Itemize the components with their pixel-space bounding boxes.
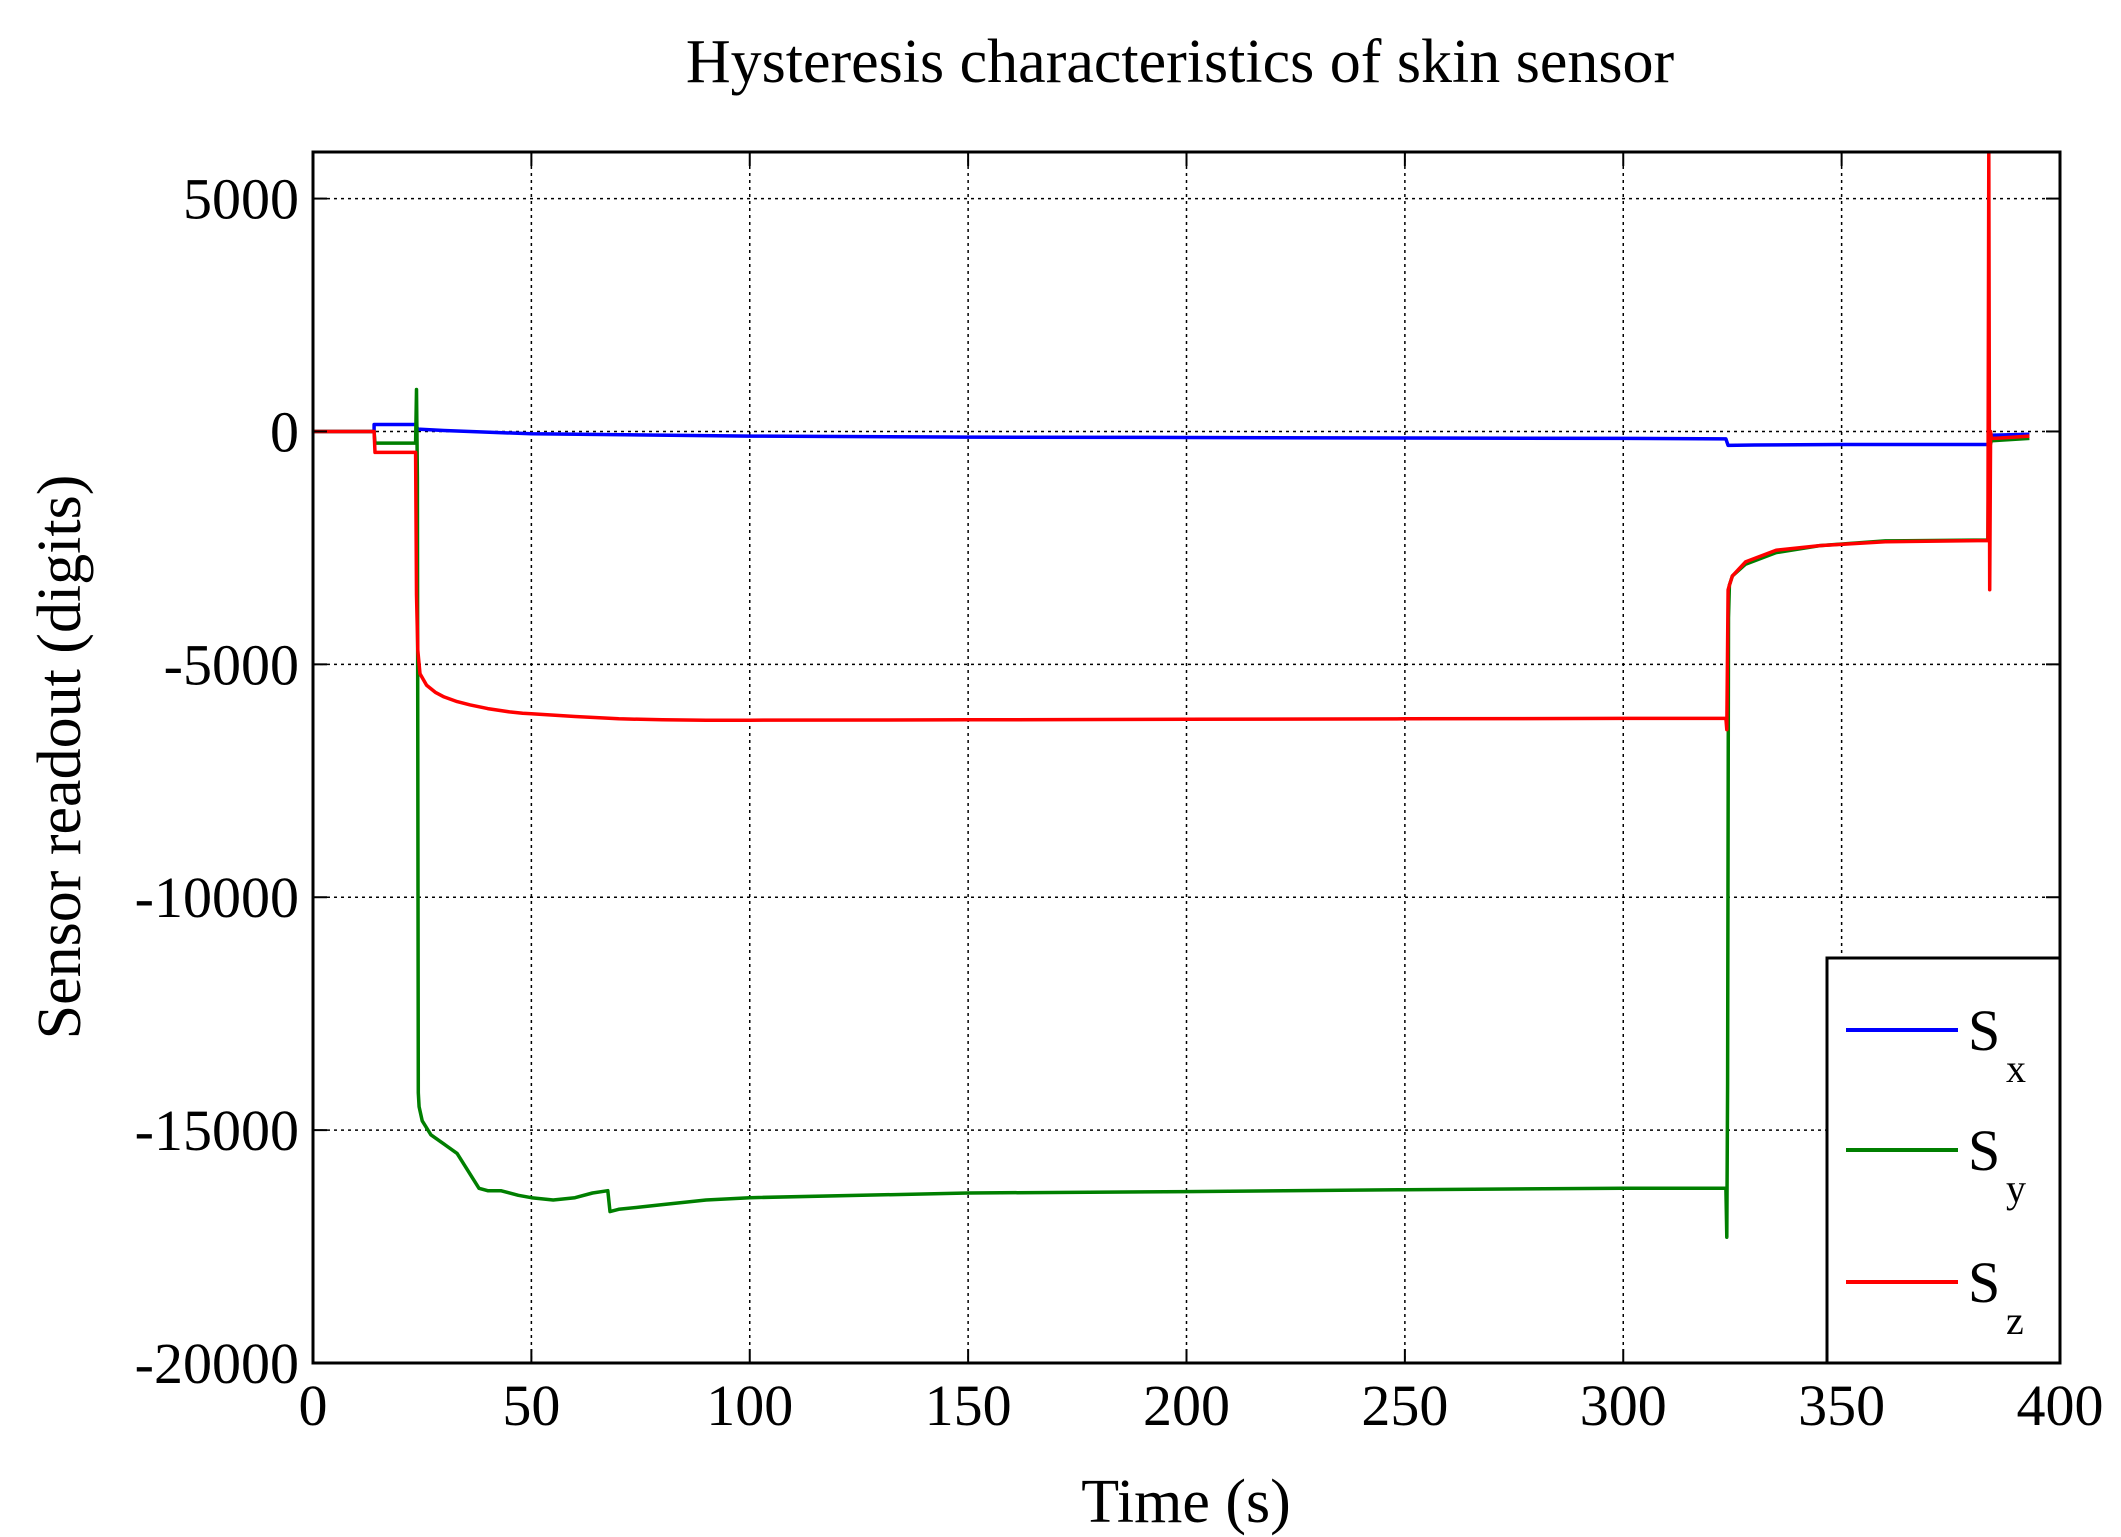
- y-tick-label: -20000: [135, 1331, 299, 1396]
- axis-ticks: 0 50 100 150 200 250 300 350 400 5000 0 -5000 -10000…: [135, 152, 2104, 1438]
- x-tick-label: 400: [2017, 1373, 2104, 1438]
- x-axis-label: Time (s): [1081, 1468, 1291, 1536]
- legend-label-subscript: y: [2006, 1166, 2026, 1211]
- x-tick-label: 250: [1361, 1373, 1448, 1438]
- x-tick-label: 350: [1798, 1373, 1885, 1438]
- x-tick-label: 150: [925, 1373, 1012, 1438]
- y-tick-label: -5000: [164, 632, 299, 697]
- legend-label-subscript: x: [2006, 1046, 2026, 1091]
- x-tick-label: 100: [706, 1373, 793, 1438]
- x-tick-label: 300: [1580, 1373, 1667, 1438]
- legend-label: S: [1968, 1118, 2000, 1183]
- series-line-sy: [313, 387, 2030, 1239]
- y-tick-label: -10000: [135, 865, 299, 930]
- chart-title: Hysteresis characteristics of skin senso…: [686, 28, 1675, 96]
- x-tick-label: 0: [299, 1373, 328, 1438]
- legend-box: [1825, 956, 2062, 1365]
- legend-label: S: [1968, 998, 2000, 1063]
- x-tick-label: 50: [502, 1373, 560, 1438]
- series-lines: [313, 152, 2030, 1239]
- legend-label: S: [1968, 1250, 2000, 1315]
- y-tick-label: 5000: [183, 167, 299, 232]
- y-tick-label: -15000: [135, 1098, 299, 1163]
- y-axis-label: Sensor readout (digits): [26, 475, 94, 1040]
- x-tick-label: 200: [1143, 1373, 1230, 1438]
- y-tick-label: 0: [270, 399, 299, 464]
- series-line-sz: [313, 152, 2030, 732]
- legend-label-subscript: z: [2006, 1298, 2024, 1343]
